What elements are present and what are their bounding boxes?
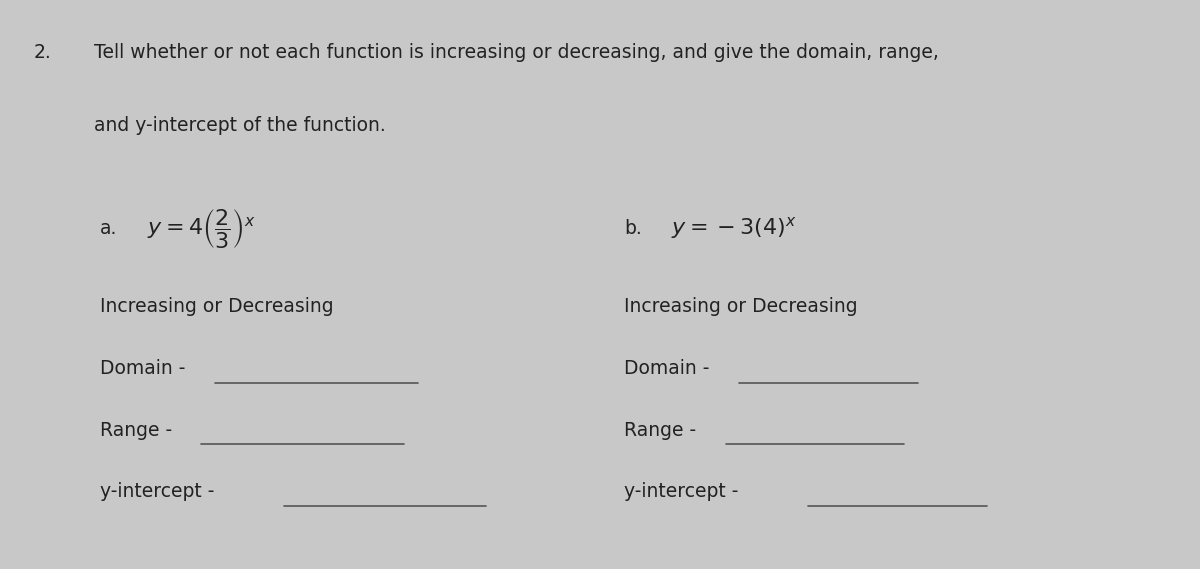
Text: Increasing or Decreasing: Increasing or Decreasing (100, 298, 334, 316)
Text: $y = 4\left(\dfrac{2}{3}\right)^x$: $y = 4\left(\dfrac{2}{3}\right)^x$ (148, 207, 256, 250)
Text: $y = -3(4)^x$: $y = -3(4)^x$ (672, 216, 797, 241)
Text: a.: a. (100, 219, 116, 238)
Text: y-intercept -: y-intercept - (624, 483, 738, 501)
Text: y-intercept -: y-intercept - (100, 483, 214, 501)
Text: 2.: 2. (34, 43, 52, 63)
Text: Domain -: Domain - (624, 359, 709, 378)
Text: Domain -: Domain - (100, 359, 185, 378)
Text: b.: b. (624, 219, 642, 238)
Text: Range -: Range - (624, 420, 696, 440)
Text: and y-intercept of the function.: and y-intercept of the function. (94, 116, 385, 135)
Text: Increasing or Decreasing: Increasing or Decreasing (624, 298, 858, 316)
Text: Range -: Range - (100, 420, 172, 440)
Text: Tell whether or not each function is increasing or decreasing, and give the doma: Tell whether or not each function is inc… (94, 43, 938, 63)
